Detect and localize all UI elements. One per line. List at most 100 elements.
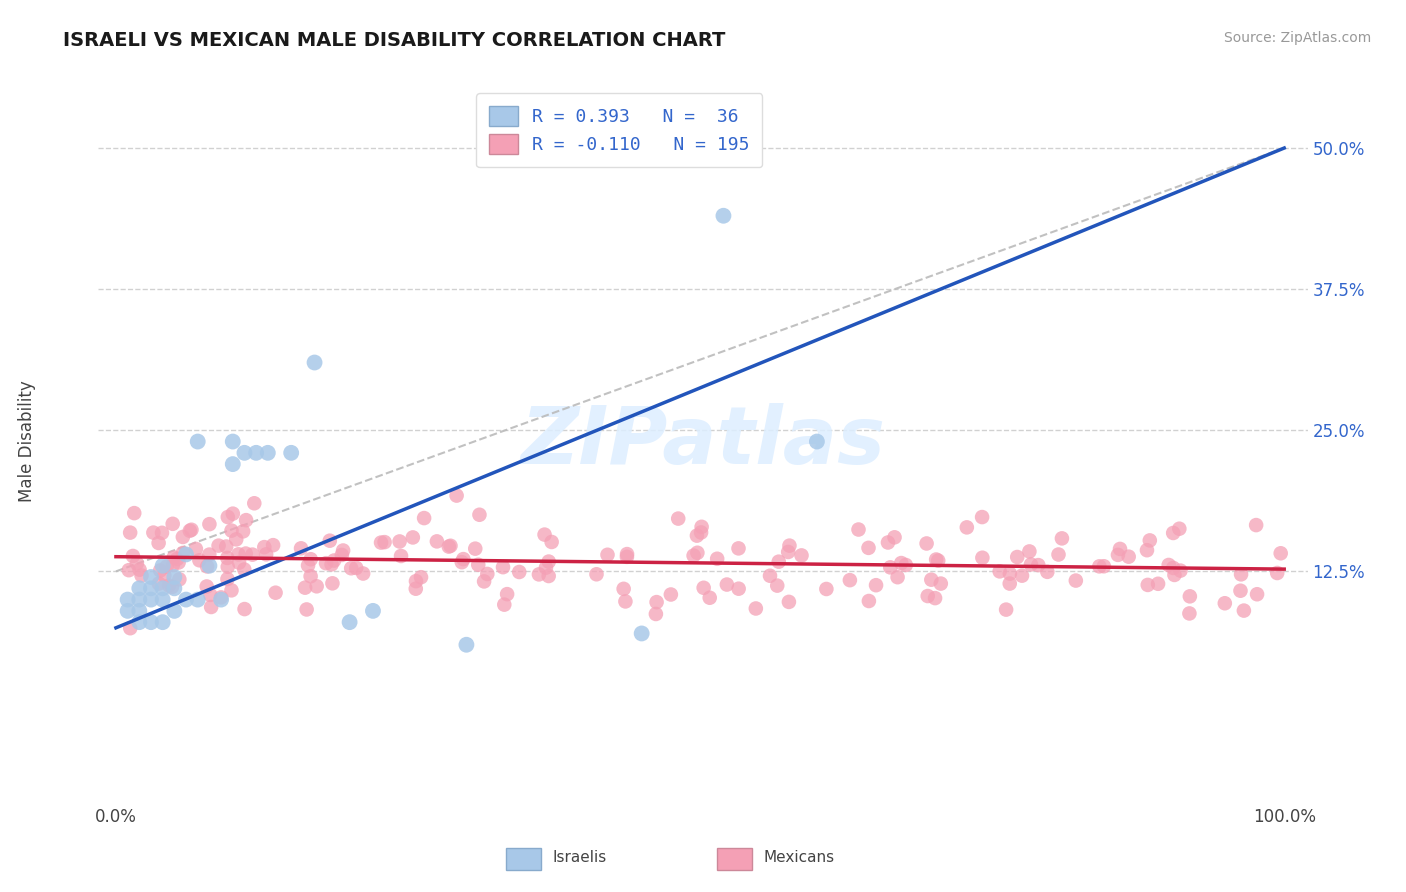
- Point: [537, 555, 560, 569]
- Point: [180, 523, 202, 537]
- Point: [477, 566, 499, 581]
- Point: [716, 577, 738, 591]
- Point: [188, 553, 211, 567]
- Point: [924, 591, 946, 606]
- Point: [659, 587, 682, 601]
- Point: [472, 574, 495, 589]
- Point: [815, 582, 838, 596]
- Point: [446, 489, 468, 503]
- Point: [142, 525, 165, 540]
- Text: ISRAELI VS MEXICAN MALE DISABILITY CORRELATION CHART: ISRAELI VS MEXICAN MALE DISABILITY CORRE…: [63, 31, 725, 50]
- Point: [122, 506, 145, 520]
- Point: [235, 547, 257, 561]
- Point: [1157, 558, 1180, 572]
- Point: [1270, 546, 1292, 560]
- Point: [778, 545, 800, 559]
- Point: [149, 563, 172, 577]
- Point: [468, 508, 491, 522]
- Point: [1005, 549, 1028, 564]
- Point: [139, 582, 162, 596]
- Point: [128, 582, 150, 596]
- Point: [858, 594, 880, 608]
- Point: [222, 507, 245, 521]
- Point: [167, 556, 190, 570]
- Point: [128, 615, 150, 630]
- Point: [1011, 568, 1033, 582]
- Point: [222, 457, 245, 471]
- Point: [778, 595, 800, 609]
- Point: [264, 585, 287, 599]
- Point: [699, 591, 721, 605]
- Point: [323, 553, 346, 567]
- Point: [496, 587, 519, 601]
- Point: [150, 525, 173, 540]
- Point: [915, 536, 938, 550]
- Point: [242, 548, 264, 562]
- Point: [370, 535, 392, 549]
- Point: [128, 563, 150, 577]
- Point: [117, 592, 139, 607]
- Point: [644, 607, 666, 621]
- Point: [616, 549, 638, 564]
- Point: [467, 558, 489, 572]
- Point: [1230, 567, 1253, 582]
- Point: [745, 601, 768, 615]
- Text: Israelis: Israelis: [553, 850, 607, 865]
- Point: [321, 558, 343, 572]
- Point: [160, 580, 183, 594]
- Y-axis label: Male Disability: Male Disability: [18, 381, 37, 502]
- Point: [1161, 561, 1184, 575]
- Point: [883, 530, 905, 544]
- Point: [122, 549, 145, 563]
- Point: [858, 541, 880, 555]
- Point: [917, 589, 939, 603]
- Point: [988, 565, 1011, 579]
- Legend: R = 0.393   N =  36, R = -0.110   N = 195: R = 0.393 N = 36, R = -0.110 N = 195: [477, 93, 762, 167]
- Point: [262, 538, 284, 552]
- Point: [299, 552, 322, 566]
- Point: [1246, 587, 1268, 601]
- Point: [198, 548, 221, 562]
- Point: [929, 576, 952, 591]
- Point: [613, 582, 636, 596]
- Point: [894, 558, 917, 572]
- Point: [243, 496, 266, 510]
- Point: [217, 572, 239, 586]
- Point: [184, 541, 207, 556]
- Point: [713, 209, 735, 223]
- Point: [405, 574, 427, 588]
- Point: [163, 604, 186, 618]
- Point: [540, 535, 562, 549]
- Point: [439, 539, 461, 553]
- Point: [128, 604, 150, 618]
- Point: [162, 516, 184, 531]
- Point: [155, 559, 177, 574]
- Point: [330, 548, 353, 562]
- Point: [1244, 518, 1267, 533]
- Point: [388, 534, 411, 549]
- Point: [692, 581, 714, 595]
- FancyBboxPatch shape: [717, 848, 752, 871]
- Text: Source: ZipAtlas.com: Source: ZipAtlas.com: [1223, 31, 1371, 45]
- Point: [297, 558, 319, 573]
- Point: [1018, 544, 1040, 558]
- Point: [172, 530, 194, 544]
- Point: [222, 434, 245, 449]
- Point: [686, 546, 709, 560]
- Point: [1136, 543, 1159, 558]
- Point: [534, 560, 557, 574]
- Point: [195, 579, 218, 593]
- Point: [865, 578, 887, 592]
- Point: [162, 558, 184, 572]
- Point: [927, 553, 949, 567]
- Point: [1178, 607, 1201, 621]
- Point: [920, 573, 942, 587]
- Point: [315, 556, 337, 570]
- Point: [344, 561, 367, 575]
- Point: [233, 602, 256, 616]
- Point: [1233, 604, 1256, 618]
- Point: [645, 595, 668, 609]
- Point: [172, 546, 194, 560]
- Point: [163, 550, 186, 565]
- Point: [1136, 578, 1159, 592]
